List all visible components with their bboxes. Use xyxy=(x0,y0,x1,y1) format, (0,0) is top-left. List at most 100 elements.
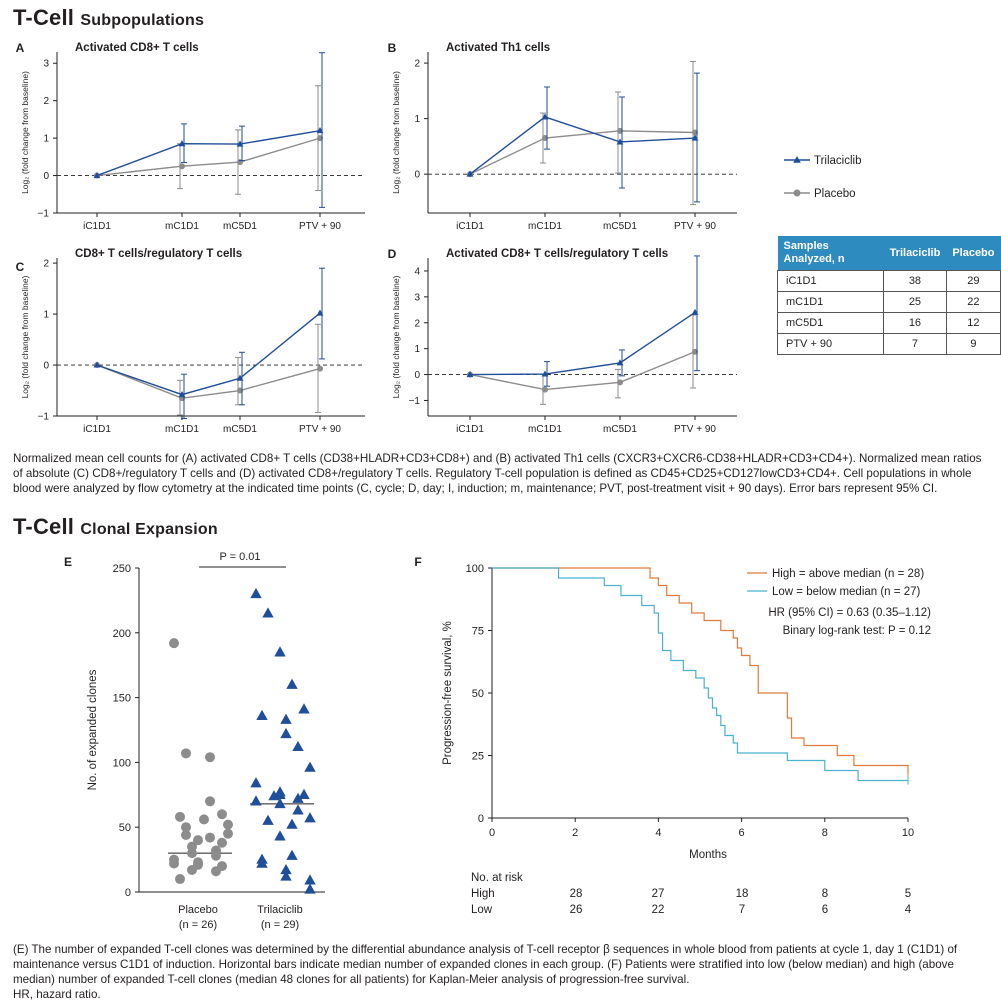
p-value-annotation: P = 0.01 xyxy=(219,551,260,563)
km-annotation: Binary log-rank test: P = 0.12 xyxy=(783,625,931,637)
table-cell: 25 xyxy=(883,291,947,313)
table-cell: 9 xyxy=(945,333,1001,355)
data-point-placebo xyxy=(175,811,185,822)
data-point-trilaciclib xyxy=(280,863,292,875)
y-tick-label: 1 xyxy=(414,114,420,125)
series-line-trilaciclib xyxy=(469,116,696,175)
data-point-trilaciclib xyxy=(304,883,316,894)
y-axis-label: Progression-free survival, % xyxy=(442,621,454,765)
data-point-trilaciclib xyxy=(466,170,474,177)
data-point-trilaciclib xyxy=(292,740,304,752)
table-cell: PTV + 90 xyxy=(776,333,885,355)
x-tick-label: mC5D1 xyxy=(603,221,637,232)
caption-clonal-expansion: (E) The number of expanded T-cell clones… xyxy=(13,943,958,986)
x-tick-label: 2 xyxy=(572,827,578,839)
table-row: iC1D1 38 29 xyxy=(776,270,1001,292)
x-tick-label: mC1D1 xyxy=(165,221,199,232)
table-cell: mC5D1 xyxy=(776,312,885,334)
at-risk-value: 5 xyxy=(905,888,911,900)
data-point-placebo xyxy=(181,829,191,840)
data-point-placebo xyxy=(223,828,233,839)
data-point-placebo xyxy=(223,819,233,830)
km-annotation: HR (95% CI) = 0.63 (0.35–1.12) xyxy=(768,607,931,619)
legend-marker-placebo xyxy=(793,189,801,197)
data-point-trilaciclib xyxy=(691,308,699,315)
y-tick-label: 50 xyxy=(119,822,131,834)
x-tick-label: 6 xyxy=(739,827,745,839)
y-axis-label: Log₂ (fold change from baseline) xyxy=(20,71,30,194)
data-point-trilaciclib xyxy=(262,814,274,825)
y-tick-label: 100 xyxy=(113,757,131,769)
data-point-trilaciclib xyxy=(268,790,280,801)
y-tick-label: 150 xyxy=(113,693,131,705)
legend-label-low: Low = below median (n = 27) xyxy=(772,586,920,598)
panel-title-B: Activated Th1 cells xyxy=(446,42,550,54)
legend-label-placebo: Placebo xyxy=(814,188,856,200)
data-point-trilaciclib xyxy=(316,127,324,134)
x-tick-label: Trilaciclib xyxy=(257,904,302,916)
data-point-placebo xyxy=(217,837,227,848)
at-risk-value: 27 xyxy=(652,888,665,900)
caption-subpopulations: Normalized mean cell counts for (A) acti… xyxy=(13,452,982,495)
at-risk-value: 26 xyxy=(570,904,583,916)
data-point-trilaciclib xyxy=(250,777,262,788)
y-tick-label: 2 xyxy=(414,59,420,70)
legend-marker-trilaciclib xyxy=(793,156,801,163)
y-axis-label: Log₂ (fold change from baseline) xyxy=(391,71,401,194)
panel-title-C: CD8+ T cells/regulatory T cells xyxy=(75,248,242,260)
x-axis-label: Months xyxy=(689,849,727,861)
y-tick-label: 3 xyxy=(414,292,420,303)
data-point-trilaciclib xyxy=(304,761,316,772)
samples-table: Samples Analyzed, n Trilaciclib Placebo … xyxy=(776,236,1001,355)
samples-table-header: Samples Analyzed, n Trilaciclib Placebo xyxy=(777,236,1001,271)
y-tick-label: 0 xyxy=(478,813,484,825)
x-tick-label: mC5D1 xyxy=(603,424,637,435)
y-tick-label: 3 xyxy=(43,59,49,70)
y-tick-label: 0 xyxy=(125,887,131,899)
panel-letter-A: A xyxy=(16,41,25,55)
data-point-trilaciclib xyxy=(280,870,292,881)
x-tick-label: PTV + 90 xyxy=(674,221,716,232)
data-point-trilaciclib xyxy=(298,788,310,799)
table-cell: 38 xyxy=(883,270,947,292)
data-point-trilaciclib xyxy=(298,703,310,714)
at-risk-value: 22 xyxy=(652,904,665,916)
y-tick-label: 250 xyxy=(113,563,131,575)
at-risk-title: No. at risk xyxy=(471,872,523,884)
data-point-trilaciclib xyxy=(304,812,316,823)
x-tick-label: mC1D1 xyxy=(528,221,562,232)
panel-letter-C: C xyxy=(16,260,25,274)
table-cell: 7 xyxy=(883,333,947,355)
y-tick-label: 2 xyxy=(43,96,49,107)
data-point-placebo xyxy=(169,858,179,869)
y-tick-label: 50 xyxy=(472,688,484,700)
data-point-placebo xyxy=(205,796,215,807)
data-point-placebo xyxy=(187,848,197,859)
series-line-trilaciclib xyxy=(96,129,321,177)
series-line-trilaciclib xyxy=(96,312,321,396)
table-header-samples: Samples Analyzed, n xyxy=(777,236,884,271)
data-point-placebo xyxy=(205,752,215,763)
at-risk-row-label: High xyxy=(471,888,495,900)
series-line-placebo xyxy=(96,364,321,399)
y-tick-label: −1 xyxy=(409,396,421,407)
data-point-trilaciclib xyxy=(286,849,298,860)
x-tick-sublabel: (n = 29) xyxy=(261,919,299,931)
data-point-placebo xyxy=(193,835,203,846)
data-point-trilaciclib xyxy=(541,370,549,377)
data-point-placebo xyxy=(175,874,185,885)
y-tick-label: 1 xyxy=(43,310,49,321)
data-point-trilaciclib xyxy=(93,171,101,179)
x-tick-label: PTV + 90 xyxy=(299,424,341,435)
y-axis-label: Log₂ (fold change from baseline) xyxy=(391,275,401,398)
at-risk-value: 8 xyxy=(822,888,828,900)
x-tick-sublabel: (n = 26) xyxy=(179,919,217,931)
data-point-placebo xyxy=(179,163,185,170)
panel-letter-B: B xyxy=(388,41,397,55)
data-point-trilaciclib xyxy=(236,140,244,147)
panel-title-D: Activated CD8+ T cells/regulatory T cell… xyxy=(446,248,668,260)
table-cell: iC1D1 xyxy=(776,270,885,292)
y-tick-label: 1 xyxy=(43,134,49,145)
km-curve-low xyxy=(492,567,908,782)
at-risk-row-label: Low xyxy=(471,904,493,916)
